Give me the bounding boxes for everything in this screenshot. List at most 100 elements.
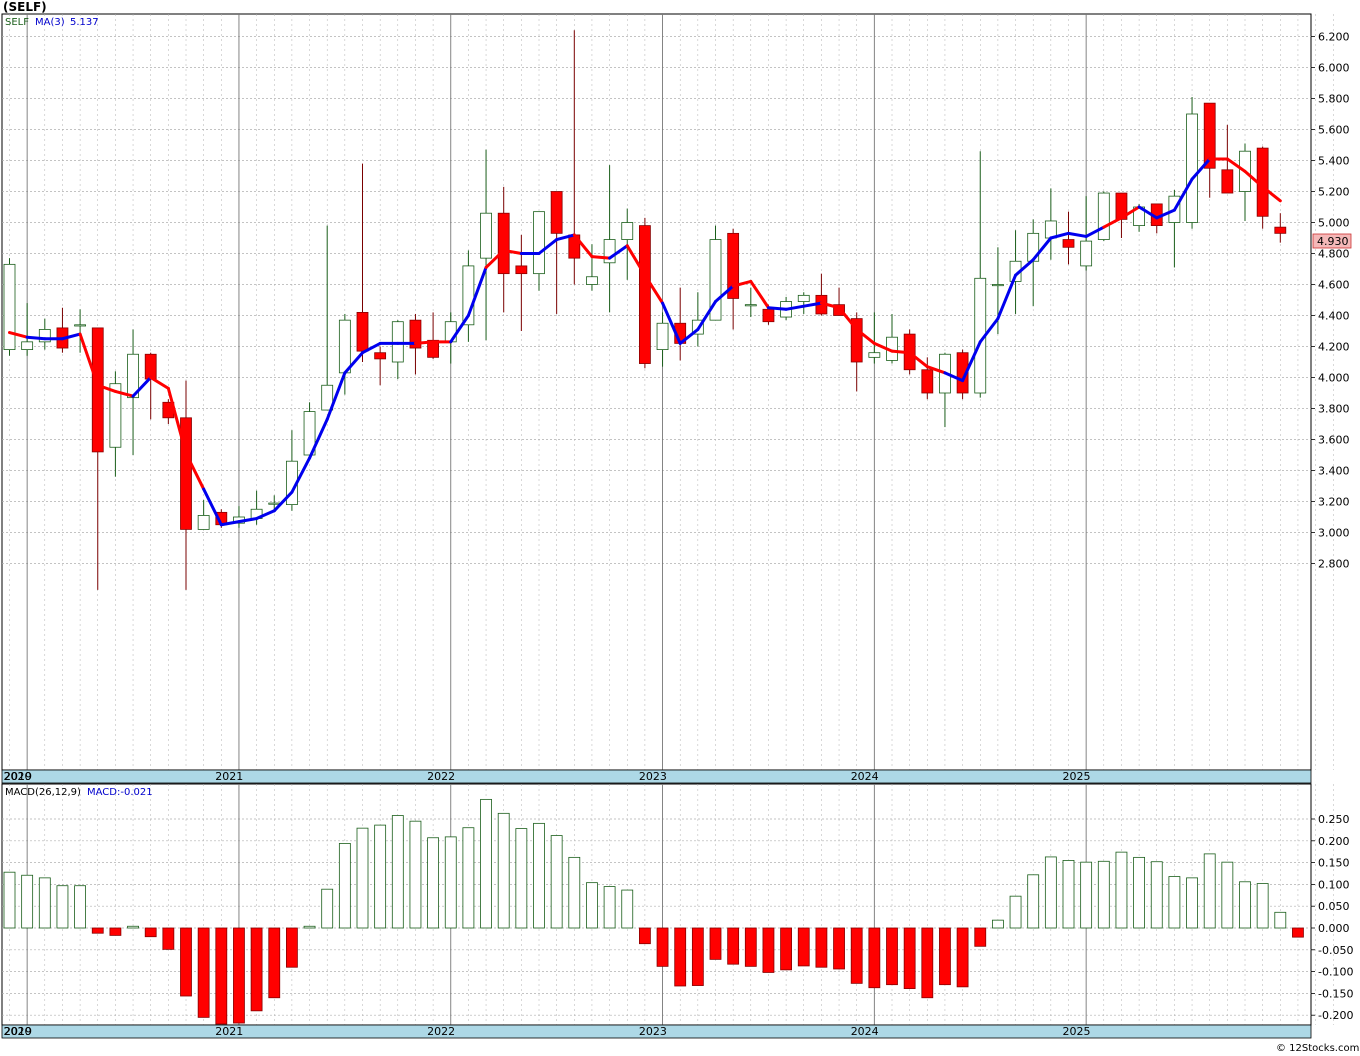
candle bbox=[709, 225, 722, 321]
candle bbox=[1186, 96, 1198, 229]
candle bbox=[197, 499, 210, 530]
last-price-tag: 4.930 bbox=[1312, 233, 1352, 249]
candle-body-down bbox=[550, 191, 563, 234]
macd-bar-positive bbox=[1009, 895, 1022, 929]
candle-body-down bbox=[1062, 239, 1075, 248]
macd-y-tick-label: -0.150 bbox=[1318, 987, 1353, 1000]
candle bbox=[38, 318, 51, 350]
price-date-band-bg bbox=[1, 769, 1312, 784]
ma-line-segment bbox=[502, 248, 523, 255]
price-legend-ticker: SELF bbox=[5, 17, 29, 28]
ma-line-segment bbox=[749, 279, 770, 310]
macd-y-tick-label: -0.100 bbox=[1318, 966, 1353, 979]
macd-y-tick-label: 0.150 bbox=[1318, 857, 1350, 870]
macd-legend-label: MACD(26,12,9) bbox=[5, 787, 81, 798]
ma-line-segment bbox=[1067, 231, 1088, 238]
ma-line-segment bbox=[661, 301, 682, 345]
candle-body-down bbox=[497, 212, 510, 275]
macd-y-tick-label: 0.200 bbox=[1318, 835, 1350, 848]
candle-body-up bbox=[621, 222, 634, 240]
ma-line-segment bbox=[1155, 208, 1176, 220]
candle-body-down bbox=[374, 352, 387, 360]
last-price-tag-bg bbox=[1312, 233, 1352, 249]
candle-body-down bbox=[639, 225, 651, 364]
ma-line-segment bbox=[819, 301, 841, 310]
ma-line-segment bbox=[219, 520, 241, 527]
candle bbox=[1080, 196, 1093, 271]
candle bbox=[550, 191, 563, 314]
footer-copyright: © 12Stocks.com bbox=[1276, 1043, 1359, 1054]
ma-line-segment bbox=[537, 238, 559, 255]
candle bbox=[656, 312, 669, 367]
macd-bar-negative bbox=[903, 927, 916, 990]
ma-line-segment bbox=[943, 371, 965, 383]
candle bbox=[850, 312, 863, 392]
price-y-tick-label: 4.200 bbox=[1318, 341, 1350, 354]
macd-y-tick-label: 0.000 bbox=[1318, 922, 1350, 935]
price-legend: SELF MA(3) 5.137 bbox=[5, 17, 99, 28]
macd-y-tick-label: 0.050 bbox=[1318, 900, 1350, 913]
candle-body-up bbox=[21, 341, 34, 351]
x-tick-label: 2025 bbox=[1063, 1025, 1091, 1038]
candle-body-up bbox=[462, 265, 475, 326]
macd-bar-positive bbox=[550, 835, 563, 929]
macd-bar-positive bbox=[356, 827, 369, 929]
macd-bar-negative bbox=[709, 927, 722, 960]
candle bbox=[180, 380, 192, 590]
price-y-tick-label: 3.600 bbox=[1318, 434, 1350, 447]
price-legend-ma-value: 5.137 bbox=[70, 17, 99, 28]
price-y-tick-label: 6.200 bbox=[1318, 31, 1350, 44]
macd-bar-negative bbox=[674, 927, 687, 987]
ma-line-segment bbox=[855, 327, 876, 345]
macd-bar-positive bbox=[3, 871, 16, 929]
price-panel-frame bbox=[1, 13, 1312, 771]
candle-body-up bbox=[797, 294, 810, 302]
candle-body-up bbox=[127, 353, 139, 399]
candle-body-down bbox=[144, 353, 157, 380]
candle-body-up bbox=[338, 319, 351, 374]
candle bbox=[127, 329, 139, 455]
macd-date-band-bg bbox=[1, 1024, 1312, 1039]
candle bbox=[74, 309, 86, 353]
macd-bar-positive bbox=[427, 837, 440, 929]
price-y-tick-label: 3.200 bbox=[1318, 496, 1350, 509]
macd-bar-positive bbox=[21, 874, 34, 929]
ma-line-segment bbox=[714, 284, 735, 304]
candle bbox=[727, 228, 740, 330]
ma-line-segment bbox=[872, 341, 894, 353]
ma-line-segment bbox=[1049, 231, 1070, 240]
macd-bar-positive bbox=[1115, 851, 1128, 929]
candle-body-up bbox=[197, 515, 210, 530]
ma-line-segment bbox=[1190, 157, 1212, 181]
macd-y-tick-label: 0.100 bbox=[1318, 878, 1350, 891]
price-y-tick-label: 6.000 bbox=[1318, 62, 1350, 75]
macd-bar-positive bbox=[1027, 874, 1040, 929]
price-y-tick-label: 5.400 bbox=[1318, 155, 1350, 168]
ma-line-segment bbox=[890, 349, 912, 355]
macd-bar-positive bbox=[38, 877, 51, 929]
macd-bar-negative bbox=[656, 927, 669, 967]
macd-bar-positive bbox=[391, 815, 404, 929]
ma-line-segment bbox=[1172, 177, 1194, 212]
macd-bar-negative bbox=[691, 927, 704, 986]
candle-body-up bbox=[1080, 240, 1093, 267]
x-tick-label: 2021 bbox=[215, 1025, 243, 1038]
price-candles bbox=[3, 30, 1287, 590]
ma-line-segment bbox=[290, 456, 312, 494]
macd-bar-negative bbox=[233, 927, 245, 1024]
ma-line-segment bbox=[149, 376, 170, 390]
macd-bar-negative bbox=[744, 927, 757, 967]
macd-bar-negative bbox=[833, 927, 845, 970]
ma-line-segment bbox=[60, 332, 82, 341]
candle bbox=[321, 225, 334, 411]
price-y-tick-label: 4.600 bbox=[1318, 279, 1350, 292]
x-tick-label: 2020 bbox=[4, 770, 32, 783]
candle-body-up bbox=[109, 383, 122, 448]
ma-line-segment bbox=[1243, 169, 1265, 189]
macd-panel: 0.250 0.200 0.150 0.100 0.050 0.000 -0.050 -0.1… bbox=[1, 783, 1353, 1026]
macd-y-axis: 0.250 0.200 0.150 0.100 0.050 0.000 -0.050 -0.1… bbox=[1311, 813, 1353, 1022]
macd-bar-positive bbox=[1239, 881, 1251, 929]
candle bbox=[1274, 213, 1287, 243]
